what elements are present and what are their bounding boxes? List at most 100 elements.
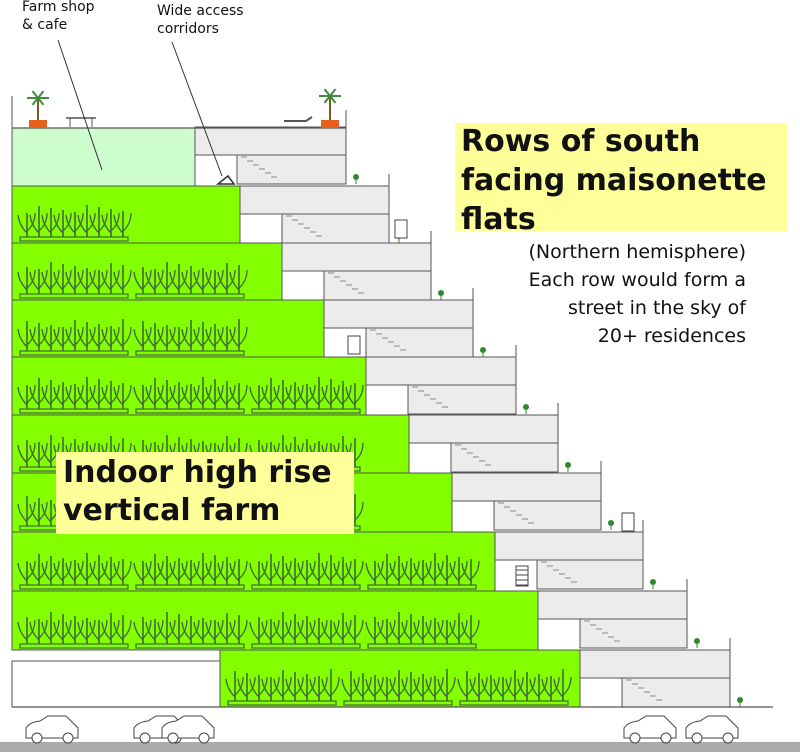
plant-icon (321, 619, 340, 644)
grow-tray (135, 408, 245, 414)
grow-tray (19, 350, 129, 356)
corridors-label: Wide access corridors (157, 3, 244, 37)
plant-icon (333, 557, 352, 585)
plant-icon (181, 266, 200, 294)
plant-icon (65, 616, 84, 644)
plant-icon (413, 674, 432, 701)
plant-icon (249, 617, 268, 644)
potted-palm-icon (319, 88, 341, 128)
plant-icon (65, 212, 84, 237)
plant-icon (113, 559, 132, 585)
plant-icon (145, 269, 164, 294)
plant-icon (29, 554, 48, 585)
plant-icon (113, 265, 132, 294)
plant-icon (297, 616, 316, 644)
maisonette-terraces (194, 115, 743, 708)
plant-icon (41, 612, 60, 644)
grow-tray (251, 584, 361, 590)
farm-label: Indoor high rise vertical farm (63, 455, 332, 528)
maisonette-lower (579, 618, 688, 649)
maisonette-upper (451, 472, 602, 502)
plant-icon (469, 673, 488, 701)
plant-icon (480, 347, 486, 357)
plant-icon (505, 670, 524, 701)
plant-icon (321, 379, 340, 409)
plant-icon (321, 555, 340, 585)
grow-tray (19, 293, 129, 299)
grow-tray (135, 293, 245, 299)
maisonette-upper (494, 531, 644, 561)
plant-icon (438, 290, 444, 300)
plant-icon (113, 615, 132, 644)
plant-icon (53, 382, 72, 409)
plant-icon (365, 675, 384, 701)
maisonette-lower (236, 154, 347, 185)
farm-shop-glazing (11, 127, 196, 187)
car-icon (685, 715, 739, 744)
plant-icon (181, 560, 200, 585)
grow-tray (367, 584, 477, 590)
internal-stair (455, 444, 491, 466)
plant-icon (449, 557, 468, 585)
maisonette-lower (450, 442, 559, 473)
plant-icon (273, 612, 292, 644)
plant-icon (229, 383, 248, 409)
plant-icon (309, 676, 328, 701)
plant-icon (29, 619, 48, 644)
title-highlight (455, 123, 787, 231)
plant-icon (249, 675, 268, 701)
plant-icon (193, 377, 212, 409)
plant-icon (217, 557, 236, 585)
plant-icon (523, 404, 529, 414)
plant-icon (145, 554, 164, 585)
plant-icon (89, 269, 108, 294)
plant-icon (205, 324, 224, 351)
plant-icon (101, 381, 120, 409)
deck-chair-icon (215, 174, 236, 185)
maisonette-lower (281, 213, 390, 244)
internal-stair (241, 156, 277, 178)
maisonette-lower (621, 677, 731, 708)
plant-icon (650, 579, 656, 589)
plant-icon (457, 671, 476, 701)
plant-icon (608, 520, 614, 530)
plant-icon (101, 263, 120, 294)
plant-icon (77, 618, 96, 644)
farm-floor (11, 356, 367, 416)
plant-icon (29, 378, 48, 409)
grow-tray (19, 236, 129, 242)
plant-icon (237, 673, 256, 701)
internal-stair (328, 272, 364, 294)
plant-icon (229, 265, 248, 294)
plant-icon (273, 556, 292, 585)
farm-floor (11, 299, 325, 358)
grow-tray (251, 643, 361, 649)
plant-icon (261, 676, 280, 701)
plant-icon (41, 325, 60, 351)
plant-icon (113, 319, 132, 351)
plant-icon (297, 560, 316, 585)
plant-icon (169, 382, 188, 409)
plant-icon (77, 322, 96, 351)
plant-icon (309, 553, 328, 585)
plant-icon (17, 384, 36, 409)
plant-icon (53, 210, 72, 237)
plant-icon (365, 560, 384, 585)
grow-tray (19, 584, 129, 590)
plant-icon (41, 262, 60, 294)
plant-icon (365, 617, 384, 644)
plant-icon (181, 384, 200, 409)
plant-icon (565, 462, 571, 472)
plant-icon (169, 558, 188, 585)
plant-icon (205, 619, 224, 644)
plant-icon (353, 673, 372, 701)
plant-icon (437, 555, 456, 585)
grow-tray (135, 584, 245, 590)
plant-icon (65, 560, 84, 585)
plant-icon (297, 384, 316, 409)
subtitle-text: (Northern hemisphere) Each row would for… (528, 241, 746, 347)
plant-icon (133, 384, 152, 409)
plant-icon (261, 554, 280, 585)
plant-icon (181, 320, 200, 351)
